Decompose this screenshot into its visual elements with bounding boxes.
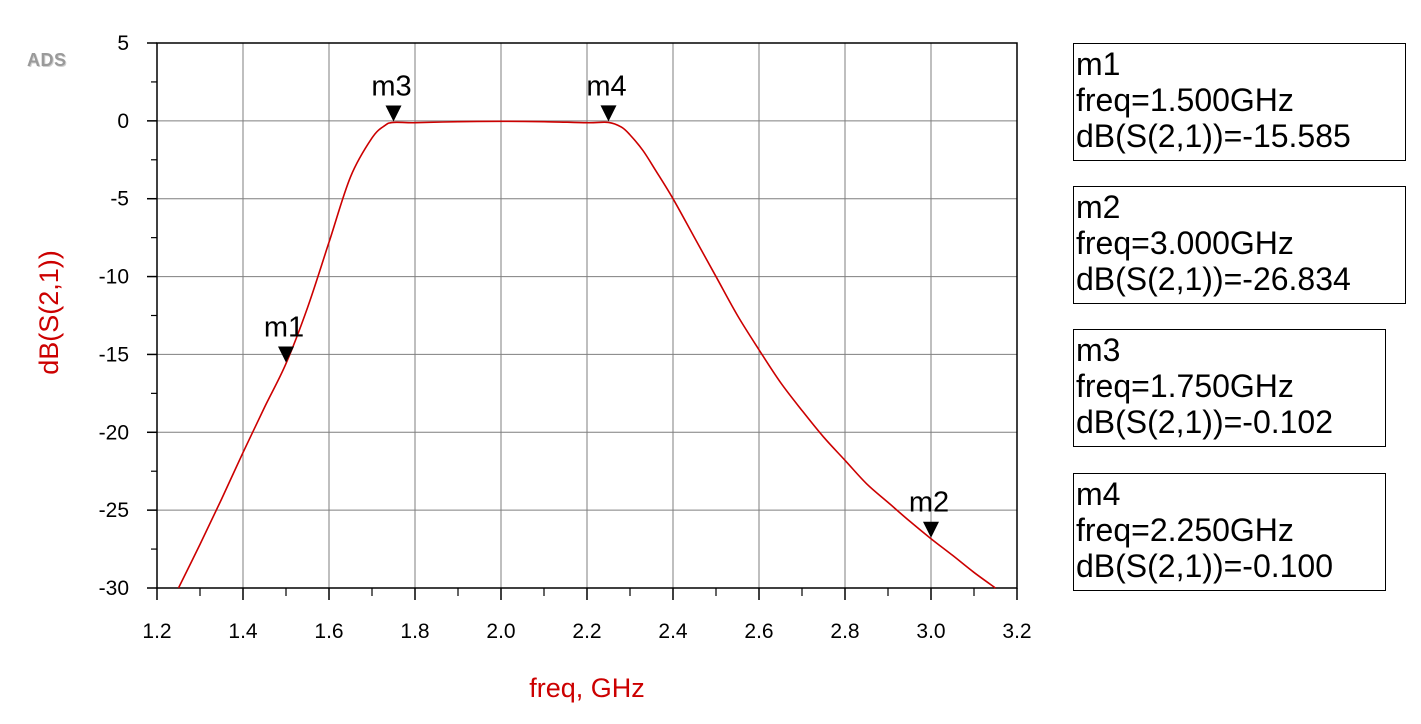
marker-readout-m1: m1 freq=1.500GHz dB(S(2,1))=-15.585	[1073, 43, 1406, 161]
chart-series	[177, 120, 996, 589]
marker-readout-value: dB(S(2,1))=-0.102	[1076, 404, 1334, 440]
y-tick-label: -30	[99, 577, 129, 600]
y-tick-label: -15	[99, 343, 129, 366]
ads-logo: ADS	[27, 50, 67, 70]
y-tick-label: 5	[117, 32, 129, 55]
marker-readout-name: m4	[1076, 476, 1121, 512]
marker-readout-freq: freq=1.750GHz	[1076, 368, 1294, 404]
marker-readout-m2: m2 freq=3.000GHz dB(S(2,1))=-26.834	[1073, 186, 1406, 304]
x-tick-label: 2.0	[486, 620, 515, 643]
marker-readout-name: m3	[1076, 332, 1121, 368]
s21-chart: m1 m2 m3 m4 1.2 1.4 1.6 1.8 2.0 2.2 2.4 2.6 2.8 3.0 3…	[34, 32, 1032, 703]
y-tick-label: 0	[117, 110, 129, 133]
marker-readout-name: m1	[1076, 46, 1121, 82]
y-axis-label: dB(S(2,1))	[34, 250, 64, 375]
marker-readout-value: dB(S(2,1))=-26.834	[1076, 261, 1351, 297]
x-tick-label: 2.6	[744, 620, 773, 643]
plot-frame	[156, 42, 1018, 589]
x-tick-label: 1.8	[400, 620, 429, 643]
marker-m1-label: m1	[264, 312, 304, 344]
marker-m3-triangle	[385, 105, 402, 122]
marker-readout-freq: freq=1.500GHz	[1076, 82, 1294, 118]
x-tick-label: 1.4	[228, 620, 258, 643]
marker-m2-label: m2	[909, 487, 949, 519]
y-tick-label: -5	[110, 188, 129, 211]
x-tick-label: 2.4	[658, 620, 688, 643]
s21-line	[177, 120, 996, 589]
y-tick-label: -10	[99, 266, 129, 289]
chart-labels: 1.2 1.4 1.6 1.8 2.0 2.2 2.4 2.6 2.8 3.0 3.2 5 0 -5 -10…	[34, 32, 1032, 703]
marker-m4-triangle	[600, 105, 617, 122]
x-tick-label: 3.0	[916, 620, 945, 643]
y-tick-label: -25	[99, 499, 129, 522]
y-tick-label: -20	[99, 421, 129, 444]
marker-readout-value: dB(S(2,1))=-0.100	[1076, 548, 1334, 584]
x-axis-label: freq, GHz	[529, 673, 645, 703]
marker-readout-freq: freq=2.250GHz	[1076, 512, 1294, 548]
x-tick-label: 1.2	[142, 620, 171, 643]
marker-m3-label: m3	[371, 70, 411, 102]
marker-m2-triangle	[923, 521, 939, 538]
marker-readout-m4: m4 freq=2.250GHz dB(S(2,1))=-0.100	[1073, 473, 1386, 591]
x-tick-label: 2.8	[830, 620, 859, 643]
marker-readout-m3: m3 freq=1.750GHz dB(S(2,1))=-0.102	[1073, 329, 1386, 447]
marker-m4-label: m4	[586, 70, 626, 102]
x-tick-label: 1.6	[314, 620, 343, 643]
x-tick-label: 2.2	[572, 620, 601, 643]
chart-markers: m1 m2 m3 m4	[264, 70, 949, 538]
marker-m1-triangle	[278, 346, 294, 363]
marker-readout-name: m2	[1076, 189, 1121, 225]
x-tick-label: 3.2	[1002, 620, 1031, 643]
marker-readout-freq: freq=3.000GHz	[1076, 225, 1294, 261]
chart-ticks	[147, 42, 1018, 600]
marker-readout-value: dB(S(2,1))=-15.585	[1076, 118, 1351, 154]
